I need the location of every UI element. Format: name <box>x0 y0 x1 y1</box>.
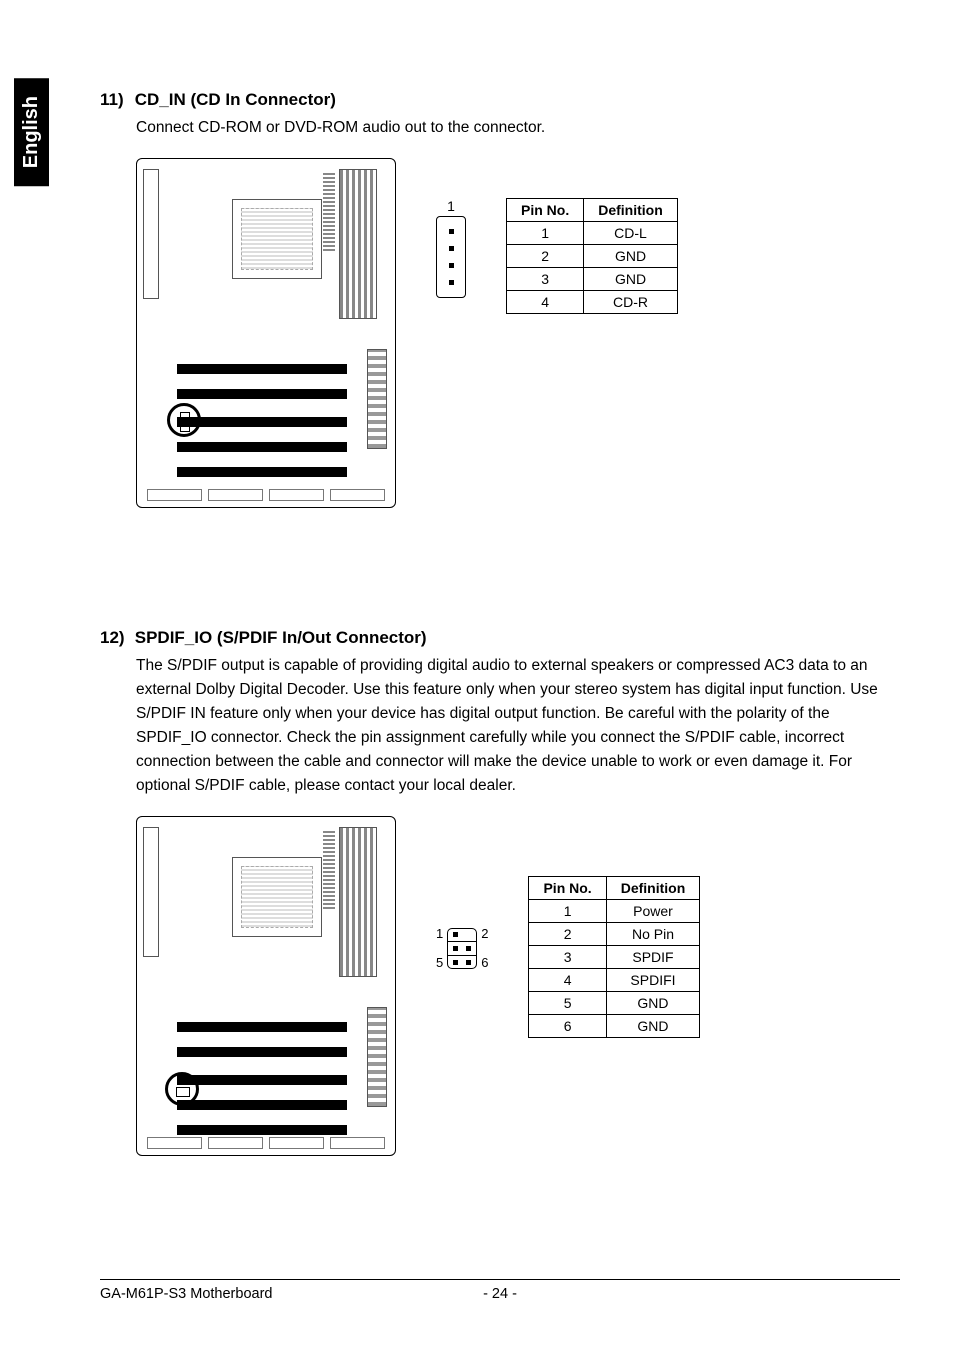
cell: CD-L <box>584 222 678 245</box>
table-row: 4CD-R <box>507 291 678 314</box>
cell: 3 <box>507 268 584 291</box>
cell: 1 <box>507 222 584 245</box>
section-12-number: 12) <box>100 628 130 648</box>
section-12: 12) SPDIF_IO (S/PDIF In/Out Connector) T… <box>100 628 900 1156</box>
section-11-number: 11) <box>100 90 130 110</box>
spdif-location-marker <box>165 1072 199 1106</box>
table-header-row: Pin No. Definition <box>507 199 678 222</box>
section-11-heading: 11) CD_IN (CD In Connector) <box>100 90 900 110</box>
table-row: 1CD-L <box>507 222 678 245</box>
motherboard-diagram-12 <box>136 816 396 1156</box>
cd-in-pin1-label: 1 <box>447 198 455 214</box>
spdif-pin-2-label: 2 <box>481 926 488 941</box>
cell: Power <box>606 900 700 923</box>
cell: GND <box>584 245 678 268</box>
table-row: 6GND <box>529 1015 700 1038</box>
cell: SPDIF <box>606 946 700 969</box>
cell: SPDIFI <box>606 969 700 992</box>
language-tab: English <box>14 78 49 186</box>
page-content: 11) CD_IN (CD In Connector) Connect CD-R… <box>100 90 900 1156</box>
cd-in-connector-icon <box>436 216 466 298</box>
th-definition: Definition <box>584 199 678 222</box>
section-12-heading: 12) SPDIF_IO (S/PDIF In/Out Connector) <box>100 628 900 648</box>
cell: 6 <box>529 1015 606 1038</box>
table-header-row: Pin No. Definition <box>529 877 700 900</box>
section-11-body: Connect CD-ROM or DVD-ROM audio out to t… <box>136 116 900 140</box>
cd-in-pin-diagram: 1 <box>436 198 466 298</box>
th-definition: Definition <box>606 877 700 900</box>
spdif-pin-1-label: 1 <box>436 926 443 941</box>
cell: No Pin <box>606 923 700 946</box>
cell: GND <box>606 992 700 1015</box>
table-row: 2GND <box>507 245 678 268</box>
cell: 4 <box>529 969 606 992</box>
cd-in-location-marker <box>167 403 201 437</box>
table-row: 2No Pin <box>529 923 700 946</box>
section-12-row: 1 5 2 6 <box>136 816 900 1156</box>
spdif-pin-5-label: 5 <box>436 955 443 970</box>
page-footer: GA-M61P-S3 Motherboard - 24 - <box>100 1279 900 1302</box>
footer-page-number: - 24 - <box>483 1286 517 1302</box>
motherboard-diagram-11 <box>136 158 396 508</box>
cell: 1 <box>529 900 606 923</box>
table-row: 3SPDIF <box>529 946 700 969</box>
table-row: 1Power <box>529 900 700 923</box>
table-row: 4SPDIFI <box>529 969 700 992</box>
cd-in-pin-table: Pin No. Definition 1CD-L 2GND 3GND 4CD-R <box>506 198 678 314</box>
table-row: 3GND <box>507 268 678 291</box>
cell: 2 <box>529 923 606 946</box>
table-row: 5GND <box>529 992 700 1015</box>
section-11: 11) CD_IN (CD In Connector) Connect CD-R… <box>100 90 900 508</box>
cell: 3 <box>529 946 606 969</box>
spdif-pin-table: Pin No. Definition 1Power 2No Pin 3SPDIF… <box>528 876 700 1038</box>
cell: 4 <box>507 291 584 314</box>
section-12-title: SPDIF_IO (S/PDIF In/Out Connector) <box>135 628 427 647</box>
cell: GND <box>606 1015 700 1038</box>
cell: 2 <box>507 245 584 268</box>
th-pin-no: Pin No. <box>507 199 584 222</box>
section-11-title: CD_IN (CD In Connector) <box>135 90 336 109</box>
spdif-pin-diagram: 1 5 2 6 <box>436 926 488 970</box>
th-pin-no: Pin No. <box>529 877 606 900</box>
cell: CD-R <box>584 291 678 314</box>
footer-model: GA-M61P-S3 Motherboard <box>100 1286 272 1302</box>
section-11-row: 1 Pin No. Definition 1CD-L 2GND 3GND 4CD… <box>136 158 900 508</box>
cell: 5 <box>529 992 606 1015</box>
spdif-connector-icon <box>447 928 477 969</box>
cell: GND <box>584 268 678 291</box>
spdif-pin-6-label: 6 <box>481 955 488 970</box>
section-12-body: The S/PDIF output is capable of providin… <box>136 654 900 798</box>
